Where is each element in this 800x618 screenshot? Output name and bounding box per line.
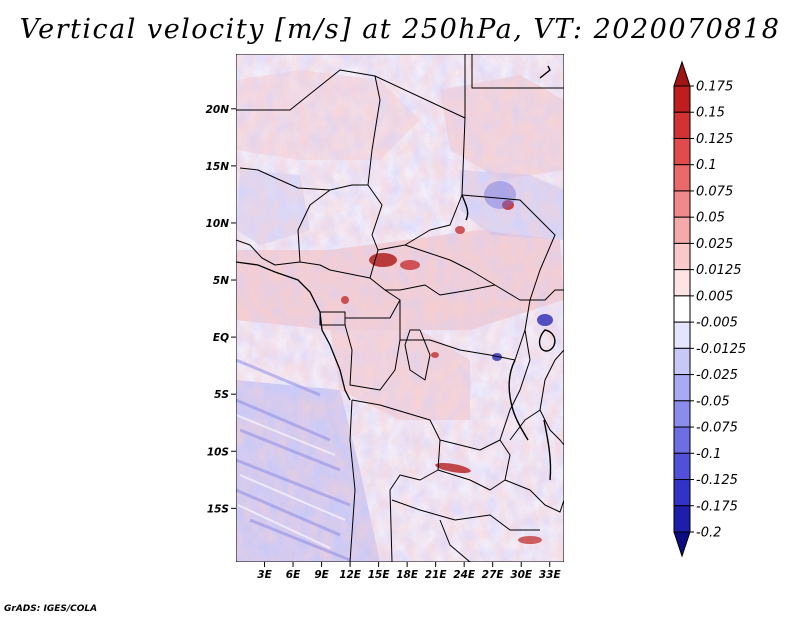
- lat-label: 5S: [214, 389, 229, 401]
- colorbar-swatch: [673, 321, 691, 349]
- lat-label: 20N: [206, 104, 230, 116]
- colorbar-label: -0.005: [696, 316, 738, 331]
- lat-label: 5N: [213, 275, 229, 287]
- lat-label: EQ: [213, 332, 229, 344]
- colorbar-swatch: [673, 216, 691, 244]
- lon-label: 15E: [368, 569, 391, 581]
- colorbar-label: 0.075: [696, 184, 733, 199]
- colorbar-label: 0.125: [696, 132, 733, 147]
- colorbar: 0.175 0.15 0.125 0.1 0.075 0.05 0.025 0.0125 0.0…: [673, 60, 746, 558]
- lon-label: 3E: [257, 569, 272, 581]
- grads-credit: GrADS: IGES/COLA: [4, 604, 98, 614]
- lon-label: 12E: [339, 569, 362, 581]
- lon-label: 33E: [539, 569, 562, 581]
- colorbar-label: -0.125: [696, 473, 738, 488]
- colorbar-swatch: [673, 426, 691, 454]
- colorbar-swatch: [673, 137, 691, 166]
- colorbar-label: -0.0125: [696, 342, 746, 357]
- colorbar-label: 0.05: [696, 211, 725, 226]
- colorbar-label: 0.0125: [696, 263, 742, 278]
- lat-label: 10S: [207, 446, 229, 458]
- colorbar-label: 0.025: [696, 237, 733, 252]
- colorbar-swatch: [673, 242, 691, 271]
- colorbar-swatch: [673, 374, 691, 402]
- colorbar-label: 0.1: [696, 158, 717, 173]
- lon-label: 24E: [453, 569, 476, 581]
- lon-label: 27E: [482, 569, 505, 581]
- colorbar-swatch: [673, 400, 691, 428]
- colorbar-swatch: [673, 164, 691, 192]
- lat-label: 10N: [206, 218, 230, 230]
- lon-label: 18E: [396, 569, 419, 581]
- colorbar-label: -0.2: [696, 526, 721, 541]
- colorbar-swatch: [673, 269, 691, 297]
- lat-label: 15S: [207, 503, 229, 515]
- colorbar-swatch: [673, 505, 691, 533]
- colorbar-swatch: [673, 295, 691, 323]
- colorbar-label: 0.15: [696, 106, 725, 121]
- colorbar-swatch: [673, 111, 691, 139]
- colorbar-swatch: [673, 190, 691, 218]
- colorbar-label: -0.025: [696, 368, 738, 383]
- colorbar-label: -0.175: [696, 499, 738, 514]
- colorbar-swatch: [673, 347, 691, 376]
- colorbar-label: 0.175: [696, 80, 733, 95]
- colorbar-label: -0.1: [696, 447, 721, 462]
- lon-label: 9E: [314, 569, 329, 581]
- colorbar-top-arrow: [673, 60, 691, 87]
- colorbar-swatch: [673, 85, 691, 113]
- colorbar-bottom-arrow: [673, 531, 691, 558]
- colorbar-swatch: [673, 479, 691, 507]
- colorbar-label: -0.05: [696, 394, 730, 409]
- colorbar-label: 0.005: [696, 289, 733, 304]
- lat-label: 15N: [206, 161, 230, 173]
- colorbar-label: -0.075: [696, 421, 738, 436]
- longitude-axis: 3E 6E 9E 12E 15E 18E 21E 24E 27E 30E 33E: [257, 562, 561, 581]
- lon-label: 6E: [286, 569, 301, 581]
- latitude-axis: 20N 15N 10N 5N EQ 5S 10S 15S: [206, 104, 236, 515]
- map-panel: [236, 54, 564, 562]
- chart-title: Vertical velocity [m/s] at 250hPa, VT: 2…: [19, 14, 781, 45]
- lon-label: 30E: [510, 569, 533, 581]
- lon-label: 21E: [425, 569, 448, 581]
- colorbar-swatch: [673, 452, 691, 481]
